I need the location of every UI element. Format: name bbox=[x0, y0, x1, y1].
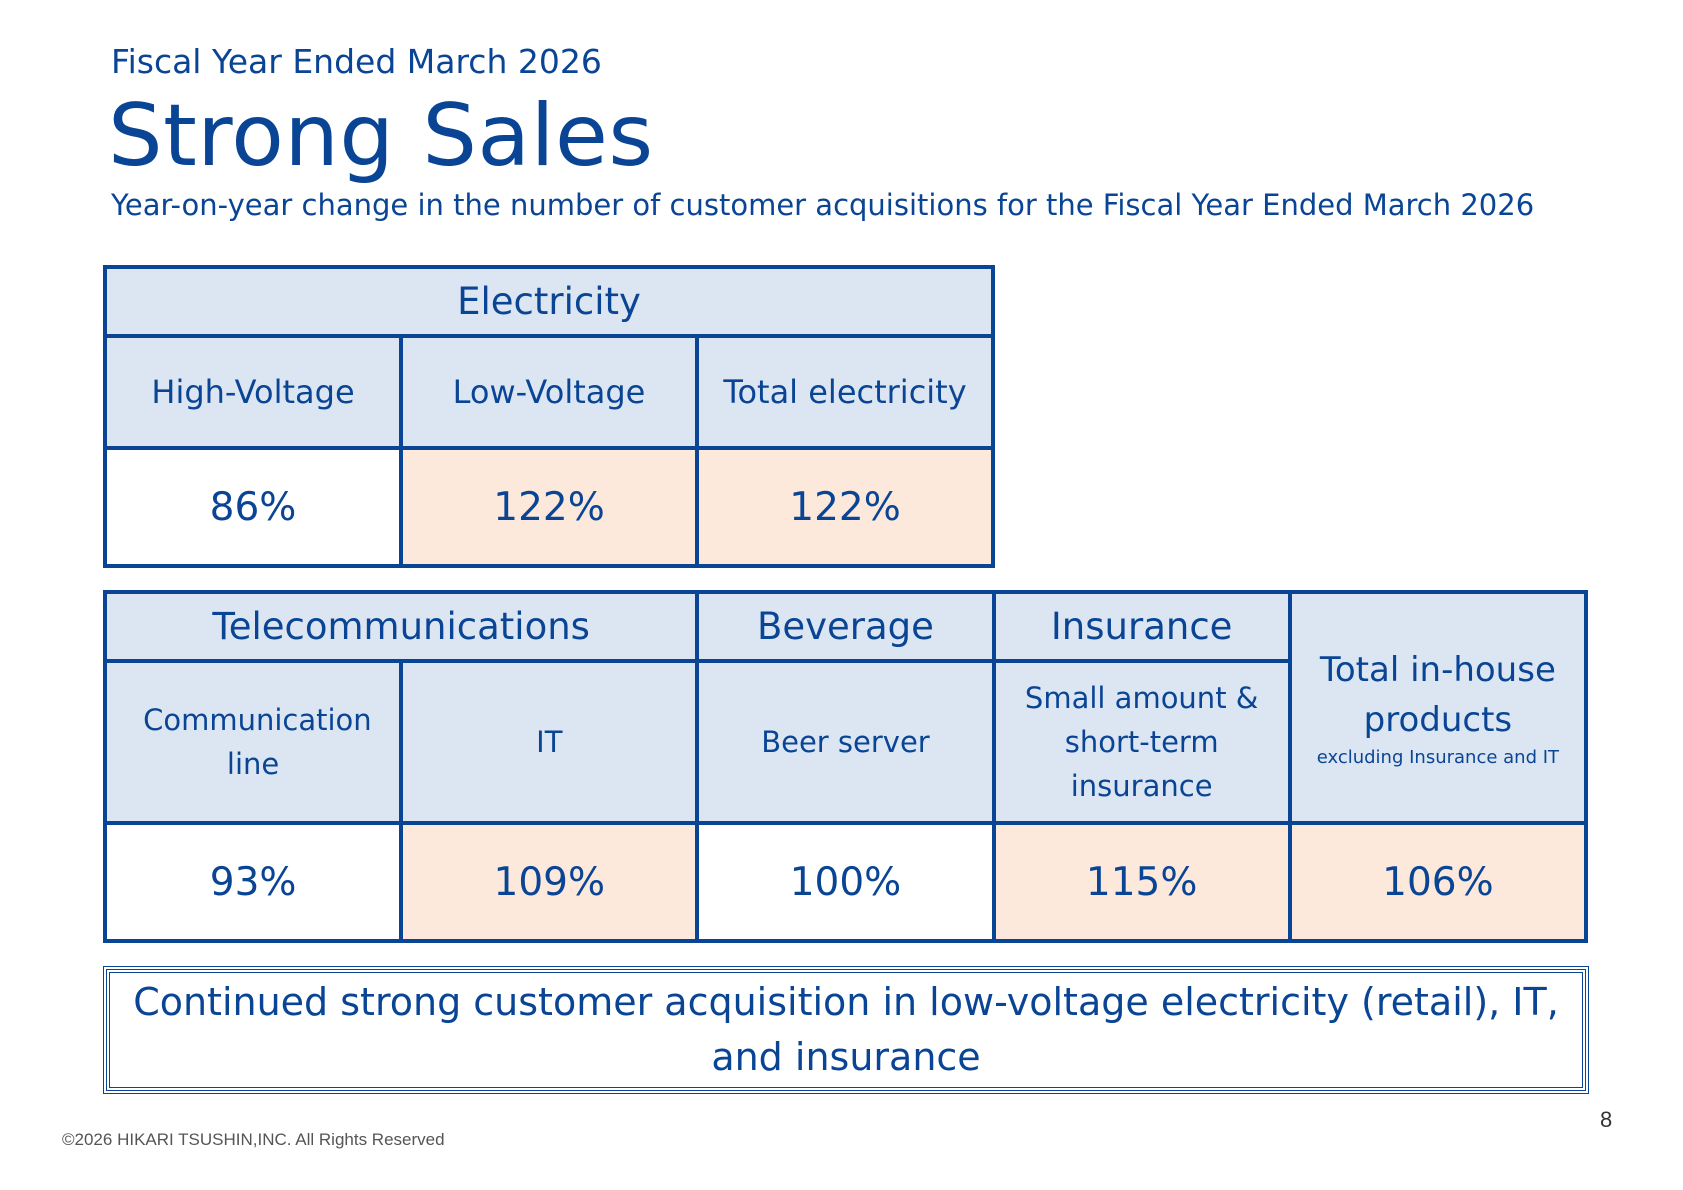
it-value: 109% bbox=[399, 821, 700, 943]
low-voltage-value: 122% bbox=[399, 446, 699, 568]
communication-line-value: 93% bbox=[102, 821, 404, 943]
it-header: IT bbox=[399, 659, 700, 825]
low-voltage-header: Low-Voltage bbox=[399, 334, 699, 450]
high-voltage-header: High-Voltage bbox=[103, 334, 403, 450]
page-number: 8 bbox=[1600, 1107, 1613, 1132]
total-electricity-value: 122% bbox=[695, 446, 995, 568]
total-in-house-value: 106% bbox=[1287, 821, 1589, 943]
copyright-text: ©2026 HIKARI TSUSHIN,INC. All Rights Res… bbox=[62, 1130, 445, 1149]
slide-description: Year-on-year change in the number of cus… bbox=[111, 188, 1535, 222]
slide-subtitle: Fiscal Year Ended March 2026 bbox=[111, 42, 602, 81]
electricity-table: Electricity High-Voltage Low-Voltage Tot… bbox=[103, 265, 995, 568]
telecommunications-header: Telecommunications bbox=[102, 590, 700, 663]
summary-text: Continued strong customer acquisition in… bbox=[133, 980, 1559, 1079]
insurance-value: 115% bbox=[991, 821, 1292, 943]
other-products-table: Telecommunications Beverage Insurance To… bbox=[102, 590, 1589, 943]
electricity-header: Electricity bbox=[103, 265, 995, 338]
insurance-subheader: Small amount & short-term insurance bbox=[991, 659, 1292, 825]
beverage-header: Beverage bbox=[695, 590, 996, 663]
slide-title: Strong Sales bbox=[108, 86, 654, 186]
high-voltage-value: 86% bbox=[103, 446, 403, 568]
insurance-sub-label: Small amount & short-term insurance bbox=[1024, 681, 1259, 803]
summary-box: Continued strong customer acquisition in… bbox=[103, 966, 1589, 1094]
total-in-house-label: Total in-house products bbox=[1319, 649, 1556, 740]
beer-server-header: Beer server bbox=[695, 659, 996, 825]
total-in-house-note: excluding Insurance and IT bbox=[1316, 746, 1560, 768]
communication-line-header: Communication line bbox=[102, 659, 404, 825]
total-in-house-header: Total in-house products excluding Insura… bbox=[1287, 590, 1589, 825]
beer-server-value: 100% bbox=[695, 821, 996, 943]
communication-line-label: Communication line bbox=[143, 703, 372, 781]
total-electricity-header: Total electricity bbox=[695, 334, 995, 450]
insurance-header: Insurance bbox=[991, 590, 1292, 663]
